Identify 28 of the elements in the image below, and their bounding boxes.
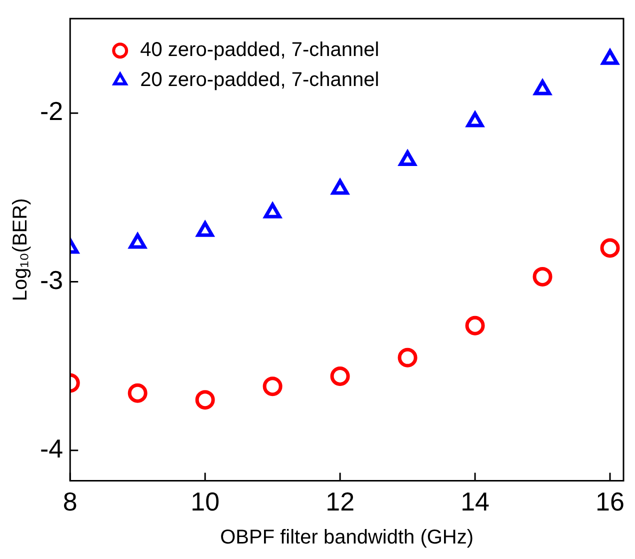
- point: [465, 316, 485, 336]
- y-tick-label: -2: [40, 96, 64, 126]
- point: [128, 383, 148, 403]
- point: [331, 179, 349, 195]
- x-tick-label: 14: [460, 486, 490, 517]
- point: [262, 376, 282, 396]
- point: [128, 233, 146, 249]
- point: [398, 150, 416, 166]
- legend-label: 40 zero-padded, 7-channel: [140, 39, 380, 62]
- y-tick-label: -3: [40, 264, 64, 295]
- point: [466, 112, 484, 128]
- point: [532, 266, 552, 286]
- point: [600, 238, 620, 258]
- point: [398, 348, 418, 368]
- y-axis-title: Log₁₀(BER): [10, 198, 32, 302]
- y-tick-label: -4: [40, 434, 64, 464]
- point: [264, 202, 282, 218]
- x-tick-label: 8: [62, 486, 78, 517]
- point: [601, 49, 619, 65]
- x-tick-label: 10: [190, 486, 220, 517]
- x-tick-label: 12: [326, 486, 355, 517]
- x-axis-title: OBPF filter bandwidth (GHz): [220, 526, 474, 549]
- point: [534, 80, 552, 96]
- point: [195, 390, 215, 410]
- x-tick-label: 16: [596, 486, 624, 517]
- legend-label: 20 zero-padded, 7-channel: [140, 69, 380, 92]
- point: [196, 221, 214, 237]
- point: [330, 366, 350, 386]
